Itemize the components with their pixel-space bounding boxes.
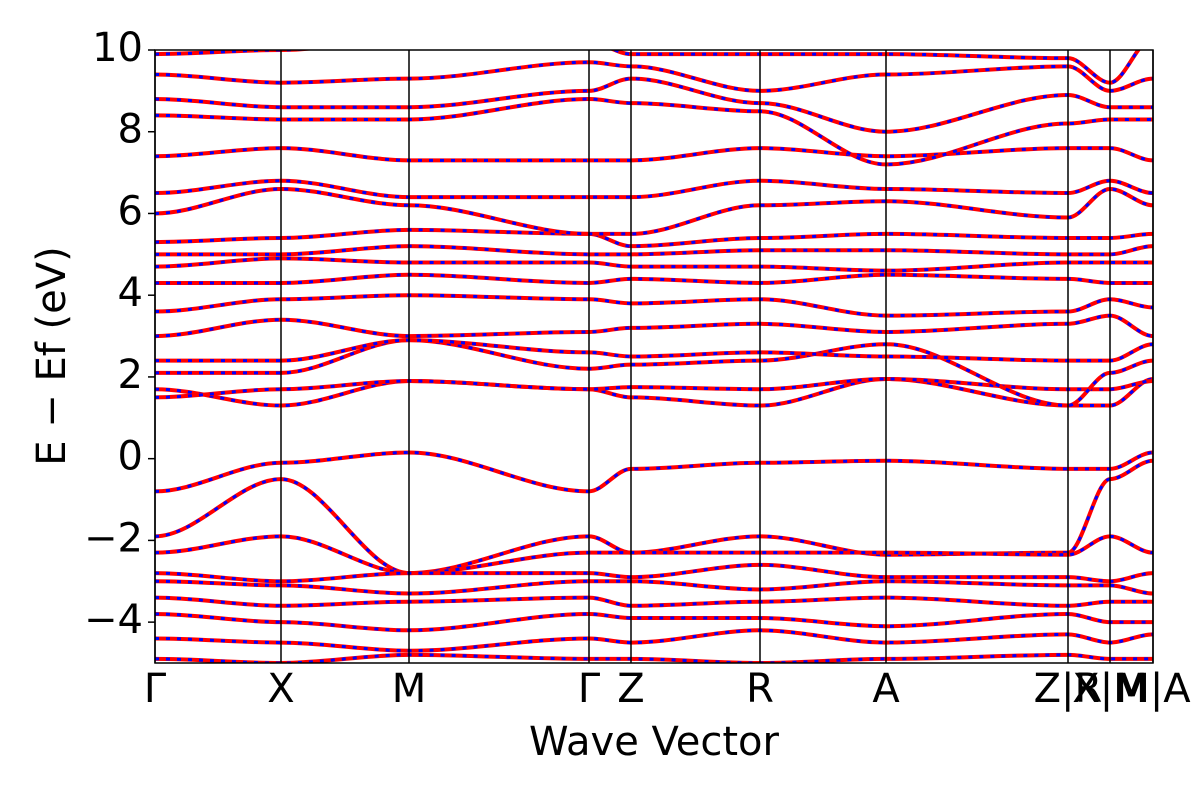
x-tick-label: X <box>267 666 294 712</box>
band-overlay <box>155 50 1141 85</box>
x-tick-label: M|A <box>1115 666 1191 712</box>
band <box>155 458 1153 576</box>
y-tick-label: 2 <box>118 352 143 398</box>
x-tick-label: Z <box>617 666 644 712</box>
band <box>155 376 1153 408</box>
band-overlay <box>155 459 1153 575</box>
x-tick-label: Γ <box>144 666 167 712</box>
band <box>155 338 1153 408</box>
band-overlay <box>155 97 1153 166</box>
band <box>155 338 1153 363</box>
y-tick-label: −4 <box>84 597 143 643</box>
y-tick-label: 8 <box>118 107 143 153</box>
band <box>155 313 1153 339</box>
x-tick-label: X|M <box>1072 666 1147 712</box>
band-overlay <box>155 338 1153 408</box>
band <box>155 534 1153 576</box>
band <box>155 50 1141 85</box>
x-tick-label: A <box>872 666 900 712</box>
x-tick-label: R <box>746 666 774 712</box>
band <box>155 628 1153 653</box>
band-overlay <box>155 451 1153 493</box>
y-axis-label: E − Ef (eV) <box>29 246 75 465</box>
band-overlay <box>155 60 1153 93</box>
x-tick-label: Z|R <box>1034 666 1103 712</box>
band <box>155 60 1153 93</box>
y-tick-label: 4 <box>118 270 143 316</box>
band-overlay <box>155 534 1153 575</box>
y-tick-label: 0 <box>118 434 143 480</box>
x-tick-label: Γ <box>578 666 601 712</box>
x-tick-label: M <box>392 666 427 712</box>
y-tick-label: 10 <box>92 25 143 71</box>
band-overlay <box>155 377 1153 408</box>
x-axis-label: Wave Vector <box>529 719 780 765</box>
plot-area <box>155 50 1153 663</box>
y-tick-label: 6 <box>118 188 143 234</box>
band <box>155 562 1153 584</box>
y-tick-label: −2 <box>84 515 143 561</box>
